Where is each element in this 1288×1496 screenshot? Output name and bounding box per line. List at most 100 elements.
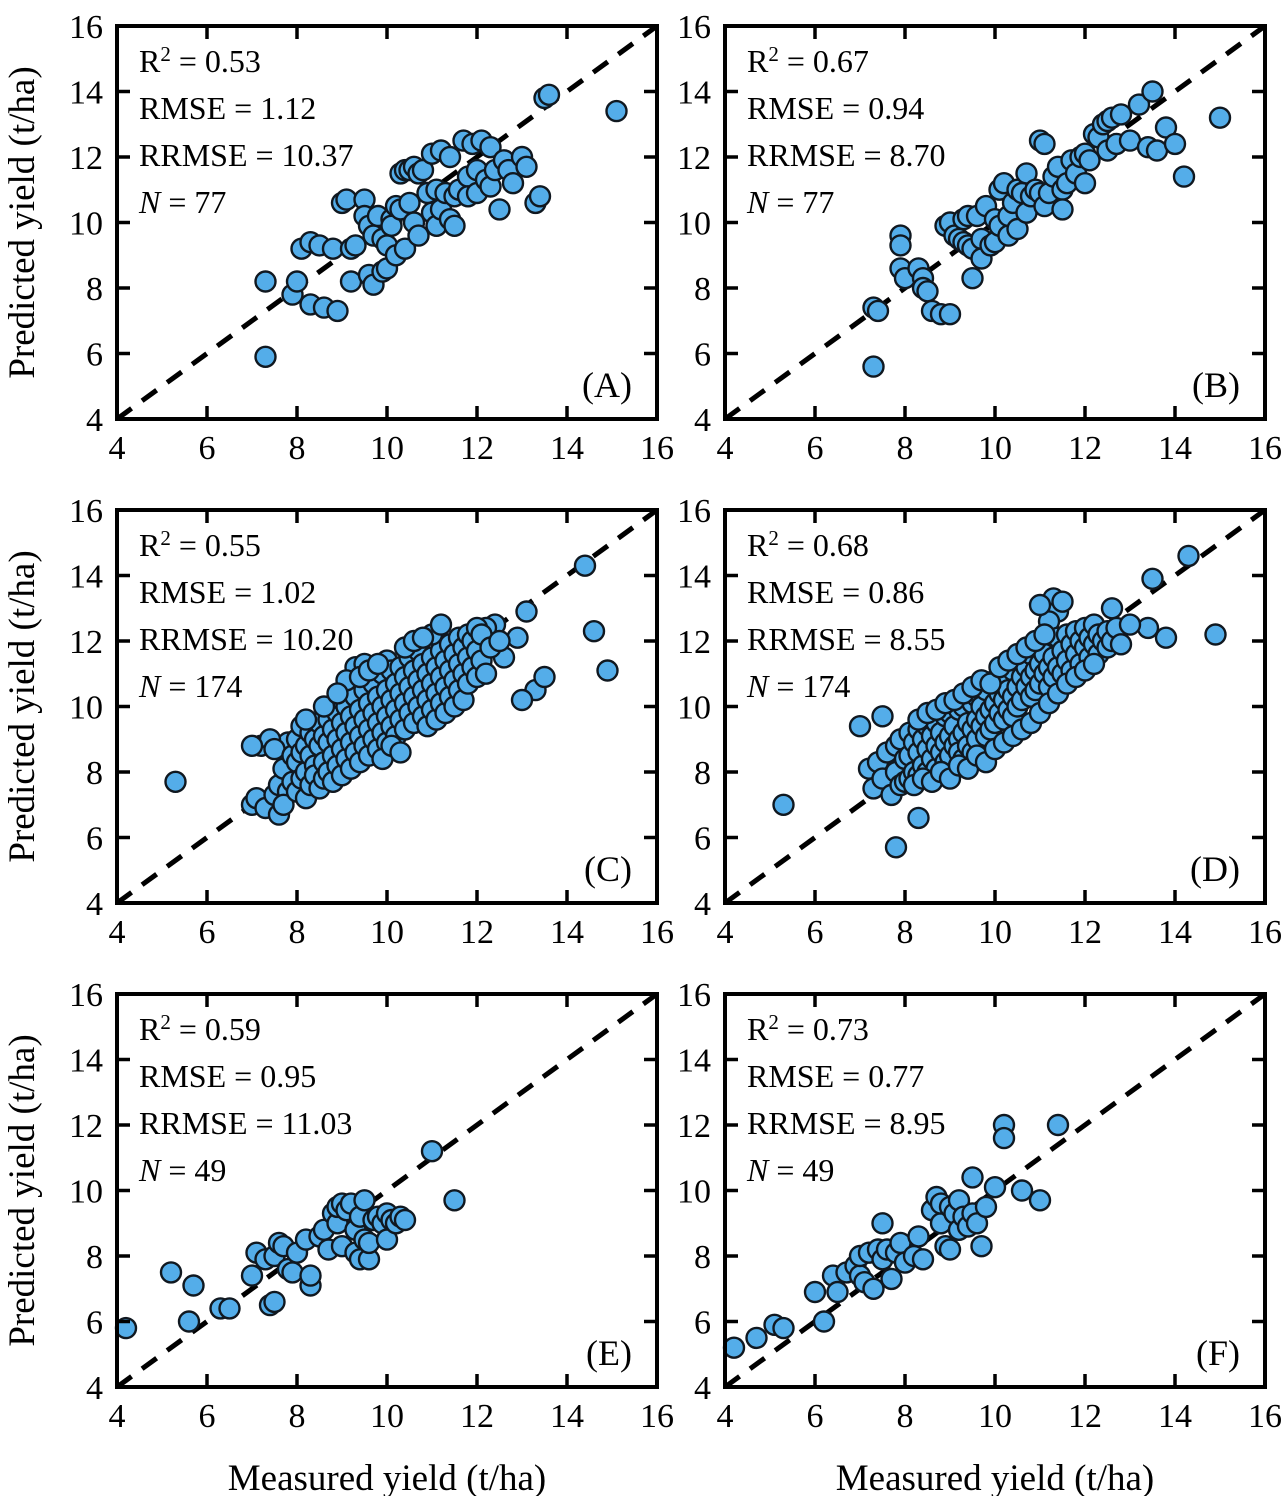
x-tick-label: 12: [1068, 430, 1102, 467]
data-point: [907, 1225, 930, 1248]
data-point: [862, 355, 885, 378]
data-point: [1141, 80, 1164, 103]
data-point: [312, 695, 336, 718]
stats-annotation: N = 174: [746, 668, 850, 704]
x-tick-label: 12: [1068, 1398, 1102, 1435]
x-tick-label: 16: [1248, 430, 1282, 467]
y-tick-label: 6: [86, 821, 103, 858]
x-tick-label: 6: [807, 914, 824, 951]
data-point: [1172, 165, 1196, 188]
data-point: [582, 619, 606, 643]
y-tick-label: 6: [694, 1305, 711, 1342]
data-point: [938, 1238, 962, 1261]
x-tick-label: 6: [199, 430, 216, 467]
y-tick-label: 16: [677, 9, 711, 46]
x-tick-label: 4: [109, 914, 126, 951]
x-tick-label: 10: [978, 914, 1012, 951]
data-point: [1109, 103, 1133, 126]
data-point: [533, 665, 556, 689]
data-point: [1136, 616, 1160, 640]
y-tick-label: 6: [86, 1305, 103, 1342]
panel-a: 4 4 6 6 8 8 10 10 12 12 14 14 16 16 R2 = 0.53 RMSE = 1.…: [0, 0, 690, 475]
y-tick-label: 8: [694, 1239, 711, 1276]
data-point: [254, 270, 277, 293]
data-point: [911, 1248, 935, 1271]
x-tick-label: 14: [1158, 430, 1192, 467]
x-tick-label: 8: [289, 1398, 306, 1435]
data-point: [1118, 613, 1142, 636]
y-tick-label: 8: [86, 1239, 103, 1276]
data-point: [357, 1231, 381, 1255]
data-point: [907, 806, 930, 830]
x-tick-label: 10: [370, 1398, 404, 1435]
data-point: [1100, 597, 1124, 620]
stats-annotation: RMSE = 0.77: [747, 1058, 924, 1094]
stats-annotation: RMSE = 1.02: [139, 574, 316, 610]
stats-annotation: R2 = 0.73: [747, 1010, 869, 1047]
x-tick-label: 6: [807, 1398, 824, 1435]
x-tick-label: 14: [550, 1398, 584, 1435]
data-point: [871, 1212, 894, 1235]
y-tick-label: 16: [69, 977, 103, 1014]
y-tick-label: 10: [69, 206, 103, 243]
data-point: [1204, 623, 1227, 646]
y-tick-label: 12: [677, 624, 711, 661]
data-point: [1046, 1113, 1070, 1137]
y-tick-label: 4: [86, 1370, 103, 1407]
data-point: [848, 714, 872, 738]
y-tick-label: 10: [677, 690, 711, 727]
y-tick-label: 4: [694, 402, 711, 439]
stats-annotation: R2 = 0.67: [747, 42, 869, 79]
y-tick-label: 6: [86, 337, 103, 374]
y-axis-title: Predicted yield (t/ha): [2, 550, 43, 862]
data-point: [506, 626, 529, 649]
data-point: [443, 1189, 466, 1212]
data-point: [1154, 626, 1178, 649]
y-tick-label: 10: [677, 206, 711, 243]
data-point: [240, 734, 264, 757]
data-point: [389, 741, 412, 764]
stats-annotation: R2 = 0.68: [747, 526, 869, 563]
y-tick-label: 4: [694, 1370, 711, 1407]
data-point: [974, 1195, 998, 1219]
data-point: [1033, 623, 1056, 646]
y-tick-label: 14: [677, 559, 711, 596]
data-point: [344, 234, 367, 257]
x-tick-label: 4: [717, 914, 734, 951]
data-point: [880, 1267, 903, 1291]
stats-annotation: RRMSE = 8.95: [747, 1105, 946, 1141]
panel-label: (F): [1196, 1333, 1240, 1373]
data-point: [353, 1189, 376, 1212]
y-tick-label: 14: [69, 1043, 103, 1080]
x-axis-title: Measured yield (t/ha): [228, 1458, 547, 1496]
data-point: [281, 1261, 304, 1284]
data-point: [961, 267, 984, 290]
x-tick-label: 14: [1158, 1398, 1192, 1435]
panel-b: 4 4 6 6 8 8 10 10 12 12 14 14 16 16 R2 = 0.67 RMSE = 0.…: [608, 0, 1288, 475]
x-tick-label: 10: [978, 430, 1012, 467]
data-point: [407, 224, 430, 247]
data-point: [1127, 93, 1151, 116]
x-tick-label: 12: [460, 914, 494, 951]
data-point: [515, 155, 538, 179]
data-point: [272, 793, 295, 816]
stats-annotation: R2 = 0.55: [139, 526, 261, 563]
stats-annotation: RMSE = 0.94: [747, 90, 924, 126]
panel-d: 4 4 6 6 8 8 10 10 12 12 14 14 16 16 R2 = 0.68 RMSE = 0.…: [608, 484, 1288, 959]
y-tick-label: 10: [677, 1174, 711, 1211]
data-point: [420, 1139, 444, 1163]
x-tick-label: 8: [897, 1398, 914, 1435]
panel-label: (C): [584, 849, 632, 889]
y-tick-label: 10: [69, 690, 103, 727]
x-axis-title: Measured yield (t/ha): [836, 1458, 1155, 1496]
stats-annotation: N = 49: [746, 1152, 834, 1188]
x-tick-label: 12: [460, 1398, 494, 1435]
data-point: [826, 1280, 849, 1304]
data-point: [411, 626, 435, 649]
x-tick-label: 16: [640, 1398, 674, 1435]
data-point: [745, 1326, 768, 1350]
data-point: [537, 83, 561, 107]
y-tick-label: 12: [677, 140, 711, 177]
panel-c: 4 4 6 6 8 8 10 10 12 12 14 14 16 16 R2 = 0.55 RMSE = 1.…: [0, 484, 690, 959]
